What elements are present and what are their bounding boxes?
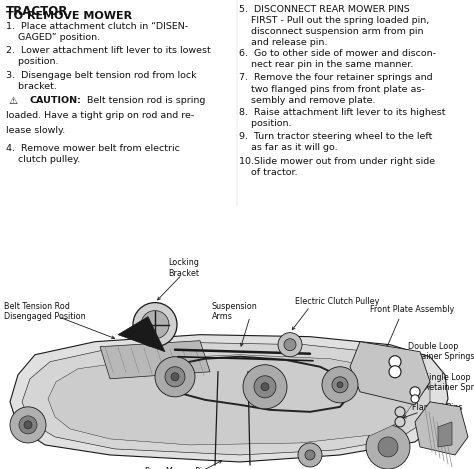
Circle shape [243,365,287,409]
Text: Belt Tension Rod
Disengaged Position: Belt Tension Rod Disengaged Position [4,302,86,321]
Polygon shape [438,422,452,447]
Circle shape [19,416,37,434]
Text: Electric Clutch Pulley: Electric Clutch Pulley [295,296,379,306]
Text: 8.  Raise attachment lift lever to its highest
    position.: 8. Raise attachment lift lever to its hi… [239,107,446,128]
Circle shape [322,367,358,403]
Circle shape [155,357,195,397]
Circle shape [171,373,179,381]
Text: lease slowly.: lease slowly. [6,126,65,135]
Polygon shape [22,343,430,455]
Circle shape [389,356,401,368]
Circle shape [284,339,296,351]
Text: 3.  Disengage belt tension rod from lock
    bracket.: 3. Disengage belt tension rod from lock … [6,70,196,91]
Circle shape [389,366,401,378]
Circle shape [298,443,322,467]
Text: Rear Mower Pins: Rear Mower Pins [145,467,211,469]
Text: 10.Slide mower out from under right side
    of tractor.: 10.Slide mower out from under right side… [239,157,436,177]
Circle shape [141,310,169,339]
Text: 4.  Remove mower belt from electric
    clutch pulley.: 4. Remove mower belt from electric clutc… [6,144,180,164]
Circle shape [10,407,46,443]
Circle shape [410,387,420,397]
Circle shape [24,421,32,429]
Polygon shape [10,335,448,462]
Text: 2.  Lower attachment lift lever to its lowest
    position.: 2. Lower attachment lift lever to its lo… [6,46,210,66]
Circle shape [278,333,302,357]
Text: Front Plate Assembly: Front Plate Assembly [370,304,454,314]
Polygon shape [118,317,165,352]
Circle shape [395,407,405,417]
Circle shape [133,303,177,347]
Polygon shape [415,402,468,455]
Circle shape [165,367,185,387]
Circle shape [378,437,398,457]
Polygon shape [48,355,412,445]
Text: 5.  DISCONNECT REAR MOWER PINS
    FIRST - Pull out the spring loaded pin,
    d: 5. DISCONNECT REAR MOWER PINS FIRST - Pu… [239,5,429,47]
Text: 6.  Go to other side of mower and discon-
    nect rear pin in the same manner.: 6. Go to other side of mower and discon-… [239,49,437,69]
Text: Double Loop
Retainer Springs: Double Loop Retainer Springs [408,342,474,361]
Text: Single Loop
Retainer Springs: Single Loop Retainer Springs [424,373,474,392]
Text: Locking
Bracket: Locking Bracket [168,258,199,278]
Text: ⚠: ⚠ [8,96,17,106]
Text: TRACTOR: TRACTOR [6,5,68,18]
Circle shape [305,450,315,460]
Text: 1.  Place attachment clutch in “DISEN-
    GAGED” position.: 1. Place attachment clutch in “DISEN- GA… [6,22,188,42]
Polygon shape [100,340,210,379]
Text: Flanged Pins: Flanged Pins [412,403,463,412]
Text: TO REMOVE MOWER: TO REMOVE MOWER [6,11,132,22]
Circle shape [261,383,269,391]
Text: 7.  Remove the four retainer springs and
    two flanged pins from front plate a: 7. Remove the four retainer springs and … [239,74,433,105]
Text: Suspension
Arms: Suspension Arms [212,302,258,321]
Circle shape [254,376,276,398]
Circle shape [411,395,419,403]
Circle shape [332,377,348,393]
Text: loaded. Have a tight grip on rod and re-: loaded. Have a tight grip on rod and re- [6,111,194,120]
Text: 9.  Turn tractor steering wheel to the left
    as far as it will go.: 9. Turn tractor steering wheel to the le… [239,132,433,152]
Text: Belt tension rod is spring: Belt tension rod is spring [84,96,205,105]
Text: CAUTION:: CAUTION: [29,96,81,105]
Circle shape [337,382,343,388]
Circle shape [395,417,405,427]
Circle shape [366,425,410,469]
Polygon shape [350,342,430,405]
